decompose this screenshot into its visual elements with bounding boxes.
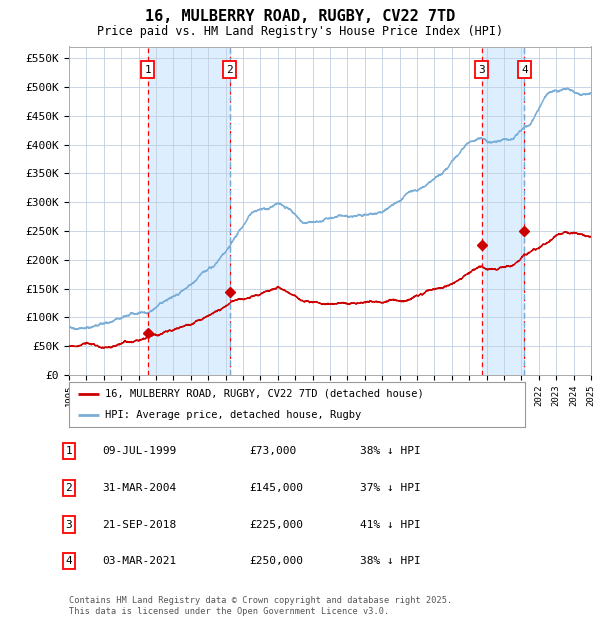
Text: 1: 1 xyxy=(65,446,73,456)
Text: 16, MULBERRY ROAD, RUGBY, CV22 7TD: 16, MULBERRY ROAD, RUGBY, CV22 7TD xyxy=(145,9,455,24)
Text: HPI: Average price, detached house, Rugby: HPI: Average price, detached house, Rugb… xyxy=(106,409,362,420)
Text: £145,000: £145,000 xyxy=(249,483,303,493)
Text: 4: 4 xyxy=(521,64,528,74)
Text: £73,000: £73,000 xyxy=(249,446,296,456)
Text: Contains HM Land Registry data © Crown copyright and database right 2025.
This d: Contains HM Land Registry data © Crown c… xyxy=(69,596,452,616)
Text: £225,000: £225,000 xyxy=(249,520,303,529)
Text: 09-JUL-1999: 09-JUL-1999 xyxy=(102,446,176,456)
Text: 41% ↓ HPI: 41% ↓ HPI xyxy=(360,520,421,529)
Text: Price paid vs. HM Land Registry's House Price Index (HPI): Price paid vs. HM Land Registry's House … xyxy=(97,25,503,38)
Text: 37% ↓ HPI: 37% ↓ HPI xyxy=(360,483,421,493)
Text: 21-SEP-2018: 21-SEP-2018 xyxy=(102,520,176,529)
Text: 3: 3 xyxy=(65,520,73,529)
Text: 03-MAR-2021: 03-MAR-2021 xyxy=(102,556,176,566)
Text: 38% ↓ HPI: 38% ↓ HPI xyxy=(360,556,421,566)
Text: 2: 2 xyxy=(65,483,73,493)
Bar xyxy=(148,46,230,375)
Text: 4: 4 xyxy=(65,556,73,566)
Text: 1: 1 xyxy=(144,64,151,74)
Text: 2: 2 xyxy=(227,64,233,74)
Text: 16, MULBERRY ROAD, RUGBY, CV22 7TD (detached house): 16, MULBERRY ROAD, RUGBY, CV22 7TD (deta… xyxy=(106,389,424,399)
Text: 38% ↓ HPI: 38% ↓ HPI xyxy=(360,446,421,456)
Text: 31-MAR-2004: 31-MAR-2004 xyxy=(102,483,176,493)
Text: £250,000: £250,000 xyxy=(249,556,303,566)
Bar xyxy=(482,46,524,375)
Text: 3: 3 xyxy=(478,64,485,74)
